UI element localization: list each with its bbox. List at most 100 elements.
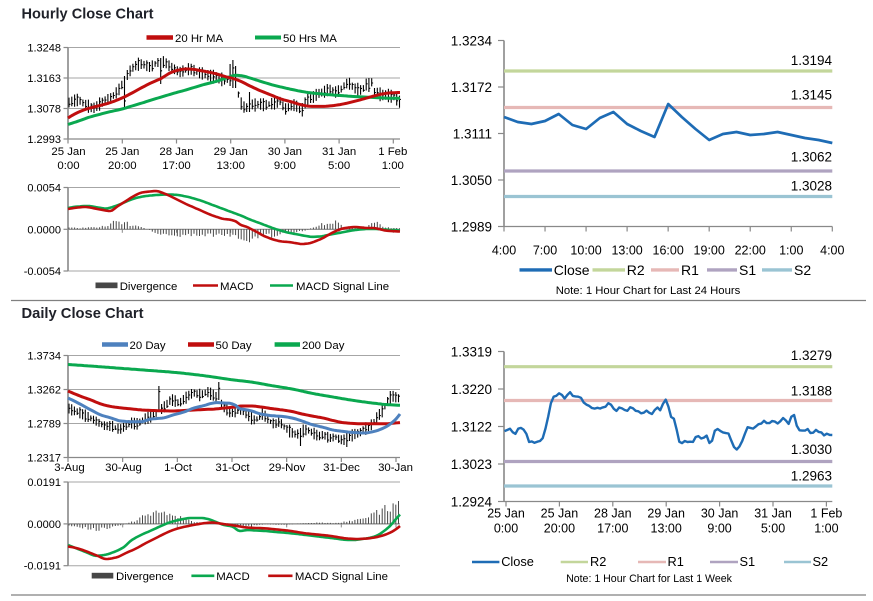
svg-text:30-Aug: 30-Aug — [105, 462, 142, 474]
svg-text:13:00: 13:00 — [651, 522, 682, 536]
svg-text:5:00: 5:00 — [761, 522, 785, 536]
svg-text:30-Jan: 30-Jan — [378, 462, 413, 474]
svg-text:1 Feb: 1 Feb — [810, 507, 842, 521]
svg-text:1.3030: 1.3030 — [791, 442, 832, 457]
svg-text:17:00: 17:00 — [162, 160, 191, 172]
svg-text:1.3319: 1.3319 — [451, 345, 492, 360]
svg-text:9:00: 9:00 — [274, 160, 296, 172]
svg-text:30 Jan: 30 Jan — [268, 146, 302, 158]
svg-text:MACD Signal Line: MACD Signal Line — [295, 571, 388, 583]
svg-text:-0.0191: -0.0191 — [24, 561, 61, 573]
svg-text:1.2993: 1.2993 — [27, 134, 61, 146]
svg-text:Daily Close Chart: Daily Close Chart — [22, 305, 144, 322]
svg-text:20 Day: 20 Day — [130, 340, 166, 352]
svg-text:30 Jan: 30 Jan — [701, 507, 739, 521]
svg-text:1.2924: 1.2924 — [451, 495, 493, 510]
svg-text:1.3122: 1.3122 — [451, 420, 492, 435]
svg-text:Note: 1 Hour Chart for Last 1: Note: 1 Hour Chart for Last 1 Week — [566, 573, 733, 585]
svg-text:0.0000: 0.0000 — [27, 519, 61, 531]
svg-text:1.3028: 1.3028 — [791, 179, 832, 194]
svg-text:1.2989: 1.2989 — [451, 220, 492, 235]
svg-text:0.0000: 0.0000 — [27, 224, 61, 236]
svg-text:R2: R2 — [590, 554, 606, 569]
svg-text:22:00: 22:00 — [735, 243, 766, 257]
svg-text:1.3734: 1.3734 — [27, 351, 61, 363]
svg-text:25 Jan: 25 Jan — [105, 146, 139, 158]
svg-text:13:00: 13:00 — [216, 160, 245, 172]
svg-text:25 Jan: 25 Jan — [487, 507, 525, 521]
svg-text:20:00: 20:00 — [108, 160, 137, 172]
svg-text:5:00: 5:00 — [328, 160, 350, 172]
svg-text:0.0191: 0.0191 — [27, 477, 61, 489]
svg-text:1.3111: 1.3111 — [453, 127, 492, 142]
svg-text:1-Oct: 1-Oct — [164, 462, 193, 474]
svg-text:S2: S2 — [813, 554, 829, 569]
svg-text:0:00: 0:00 — [57, 160, 79, 172]
svg-text:20:00: 20:00 — [544, 522, 575, 536]
svg-text:29-Nov: 29-Nov — [269, 462, 306, 474]
svg-text:1:00: 1:00 — [382, 160, 404, 172]
svg-text:R1: R1 — [681, 262, 699, 278]
svg-text:50 Day: 50 Day — [216, 340, 252, 352]
svg-text:4:00: 4:00 — [820, 243, 844, 257]
svg-text:1.3188: 1.3188 — [791, 384, 832, 399]
svg-text:28 Jan: 28 Jan — [594, 507, 632, 521]
svg-text:Divergence: Divergence — [120, 281, 178, 293]
svg-text:1 Feb: 1 Feb — [378, 146, 407, 158]
svg-text:31-Dec: 31-Dec — [323, 462, 360, 474]
svg-text:S2: S2 — [794, 262, 811, 278]
svg-text:25 Jan: 25 Jan — [541, 507, 579, 521]
svg-text:S1: S1 — [740, 554, 756, 569]
svg-text:1.3023: 1.3023 — [451, 457, 492, 472]
svg-text:31-Oct: 31-Oct — [215, 462, 250, 474]
svg-text:1.3078: 1.3078 — [27, 104, 61, 116]
svg-text:Hourly Close Chart: Hourly Close Chart — [22, 6, 154, 23]
svg-text:R2: R2 — [627, 262, 645, 278]
svg-text:17:00: 17:00 — [597, 522, 628, 536]
svg-text:1.3279: 1.3279 — [791, 348, 832, 363]
svg-text:1.3262: 1.3262 — [27, 385, 61, 397]
svg-text:29 Jan: 29 Jan — [214, 146, 248, 158]
svg-text:1.3163: 1.3163 — [27, 73, 61, 85]
svg-text:50 Hrs MA: 50 Hrs MA — [283, 33, 337, 45]
svg-text:1:00: 1:00 — [814, 522, 838, 536]
svg-text:10:00: 10:00 — [570, 243, 601, 257]
svg-text:S1: S1 — [739, 262, 756, 278]
svg-text:1.3248: 1.3248 — [27, 43, 61, 55]
svg-text:31 Jan: 31 Jan — [322, 146, 356, 158]
svg-text:MACD: MACD — [220, 281, 254, 293]
svg-text:7:00: 7:00 — [533, 243, 557, 257]
svg-text:Note: 1 Hour Chart for Last 24: Note: 1 Hour Chart for Last 24 Hours — [556, 285, 741, 297]
svg-text:9:00: 9:00 — [707, 522, 731, 536]
svg-text:1.2963: 1.2963 — [791, 469, 832, 484]
svg-text:1.2317: 1.2317 — [27, 453, 61, 465]
svg-text:3-Aug: 3-Aug — [54, 462, 84, 474]
svg-text:1.3062: 1.3062 — [791, 150, 832, 165]
svg-text:MACD: MACD — [216, 571, 250, 583]
svg-text:1.3194: 1.3194 — [791, 53, 833, 68]
svg-text:28 Jan: 28 Jan — [159, 146, 193, 158]
svg-text:Divergence: Divergence — [116, 571, 174, 583]
svg-text:MACD Signal Line: MACD Signal Line — [296, 281, 389, 293]
svg-text:4:00: 4:00 — [492, 243, 516, 257]
svg-text:16:00: 16:00 — [653, 243, 684, 257]
svg-text:13:00: 13:00 — [611, 243, 642, 257]
svg-text:1.3145: 1.3145 — [791, 88, 832, 103]
svg-text:1.2789: 1.2789 — [27, 419, 61, 431]
svg-text:1.3234: 1.3234 — [451, 34, 493, 49]
svg-text:1:00: 1:00 — [779, 243, 803, 257]
svg-text:200 Day: 200 Day — [302, 340, 345, 352]
svg-text:31 Jan: 31 Jan — [754, 507, 792, 521]
svg-text:1.3050: 1.3050 — [451, 173, 492, 188]
svg-text:29 Jan: 29 Jan — [647, 507, 685, 521]
svg-text:19:00: 19:00 — [694, 243, 725, 257]
svg-text:0.0054: 0.0054 — [27, 183, 61, 195]
svg-text:1.3220: 1.3220 — [451, 382, 492, 397]
svg-text:20 Hr MA: 20 Hr MA — [175, 33, 224, 45]
svg-text:R1: R1 — [668, 554, 684, 569]
svg-text:-0.0054: -0.0054 — [24, 266, 61, 278]
svg-text:1.3172: 1.3172 — [451, 80, 492, 95]
svg-text:Close: Close — [501, 554, 534, 569]
svg-text:25 Jan: 25 Jan — [51, 146, 85, 158]
svg-text:Close: Close — [554, 262, 590, 278]
